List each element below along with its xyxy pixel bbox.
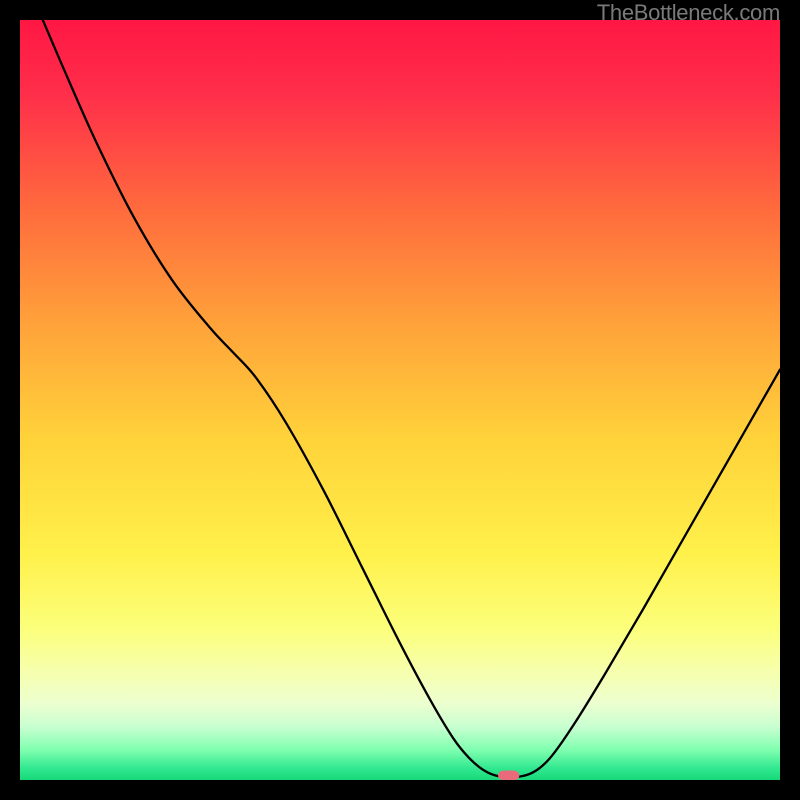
optimal-point-marker	[498, 771, 519, 781]
chart-container: TheBottleneck.com	[0, 0, 800, 800]
bottleneck-curve-chart	[20, 20, 780, 780]
watermark-label: TheBottleneck.com	[597, 0, 780, 26]
heatmap-background	[20, 20, 780, 780]
plot-area	[20, 20, 780, 780]
